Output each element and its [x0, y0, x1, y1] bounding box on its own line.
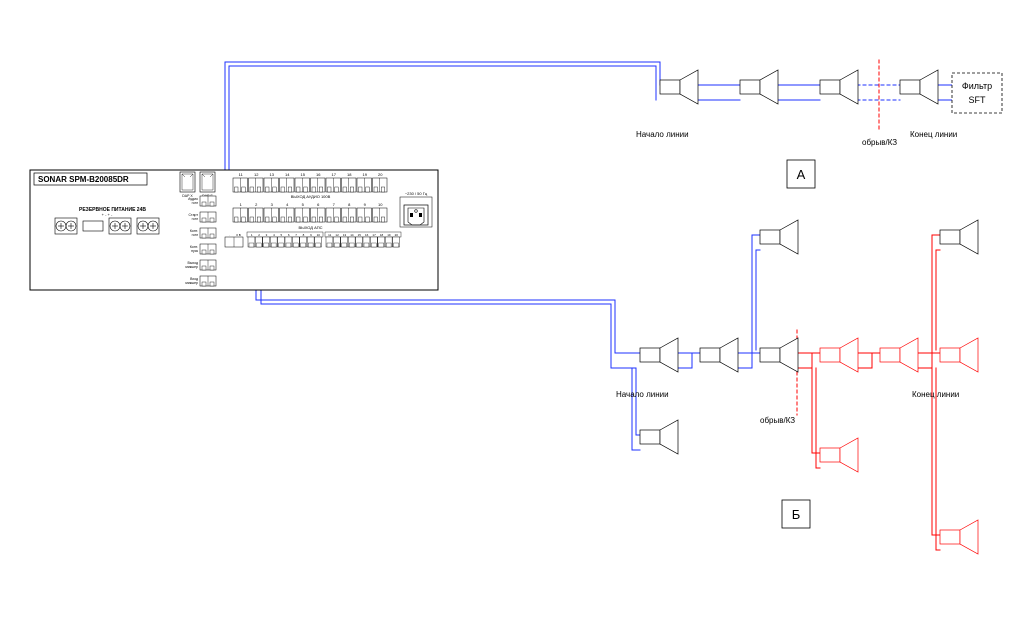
svg-text:гонг: гонг	[192, 217, 199, 221]
svg-text:Б: Б	[792, 507, 801, 522]
speaker-A3	[820, 70, 858, 104]
svg-text:17: 17	[332, 172, 337, 177]
svg-text:Конец линии: Конец линии	[912, 390, 959, 399]
svg-text:~230 / 50 Гц: ~230 / 50 Гц	[405, 191, 428, 196]
svg-text:РЕЗЕРВНОЕ ПИТАНИЕ 24В: РЕЗЕРВНОЕ ПИТАНИЕ 24В	[79, 207, 146, 213]
svg-text:14: 14	[285, 172, 290, 177]
speaker-Bd2	[820, 438, 858, 472]
speaker-Bu1	[760, 220, 798, 254]
svg-text:20: 20	[395, 233, 399, 237]
speaker-A1	[660, 70, 698, 104]
svg-text:16: 16	[365, 233, 369, 237]
svg-text:10: 10	[317, 233, 321, 237]
svg-text:0 В: 0 В	[236, 233, 241, 237]
svg-text:Фильтр: Фильтр	[962, 81, 992, 91]
speaker-A4	[900, 70, 938, 104]
svg-text:19: 19	[363, 172, 368, 177]
svg-text:Конец линии: Конец линии	[910, 130, 957, 139]
speaker-Bu2	[940, 220, 978, 254]
svg-text:12: 12	[335, 233, 339, 237]
svg-text:·: ·	[229, 233, 230, 237]
svg-text:микшер: микшер	[185, 265, 198, 269]
svg-text:13: 13	[343, 233, 347, 237]
svg-text:SFT: SFT	[969, 95, 987, 105]
svg-text:16: 16	[316, 172, 321, 177]
svg-text:20: 20	[378, 172, 383, 177]
svg-text:10: 10	[378, 202, 383, 207]
speaker-B3	[760, 338, 798, 372]
svg-text:15: 15	[301, 172, 306, 177]
speaker-B5	[880, 338, 918, 372]
svg-text:14: 14	[350, 233, 354, 237]
speaker-B6	[940, 338, 978, 372]
device-title: SONAR SPM-B20085DR	[38, 175, 129, 184]
svg-text:19: 19	[387, 233, 391, 237]
filter-box	[952, 73, 1002, 113]
svg-text:обрыв/КЗ: обрыв/КЗ	[862, 138, 897, 147]
svg-text:12: 12	[254, 172, 259, 177]
svg-text:микшер: микшер	[185, 281, 198, 285]
speaker-B2	[700, 338, 738, 372]
svg-text:ВЫХОД АПС: ВЫХОД АПС	[299, 225, 323, 230]
svg-text:Начало линии: Начало линии	[616, 390, 669, 399]
svg-text:18: 18	[380, 233, 384, 237]
svg-text:пуск: пуск	[191, 249, 198, 253]
svg-text:А: А	[797, 167, 806, 182]
svg-text:обрыв/КЗ: обрыв/КЗ	[760, 416, 795, 425]
svg-text:17: 17	[372, 233, 376, 237]
speaker-B1	[640, 338, 678, 372]
speaker-B4	[820, 338, 858, 372]
svg-text:ВЫХОД АУДИО 100В: ВЫХОД АУДИО 100В	[291, 194, 331, 199]
svg-text:13: 13	[270, 172, 275, 177]
svg-text:11: 11	[328, 233, 331, 237]
speaker-Bd1	[640, 420, 678, 454]
svg-text:гонг: гонг	[192, 201, 199, 205]
speaker-Bd3	[940, 520, 978, 554]
svg-text:18: 18	[347, 172, 352, 177]
svg-text:15: 15	[358, 233, 362, 237]
svg-text:+ - + -: + - + -	[102, 212, 113, 217]
svg-text:гонг: гонг	[192, 233, 199, 237]
speaker-A2	[740, 70, 778, 104]
svg-text:Начало линии: Начало линии	[636, 130, 689, 139]
